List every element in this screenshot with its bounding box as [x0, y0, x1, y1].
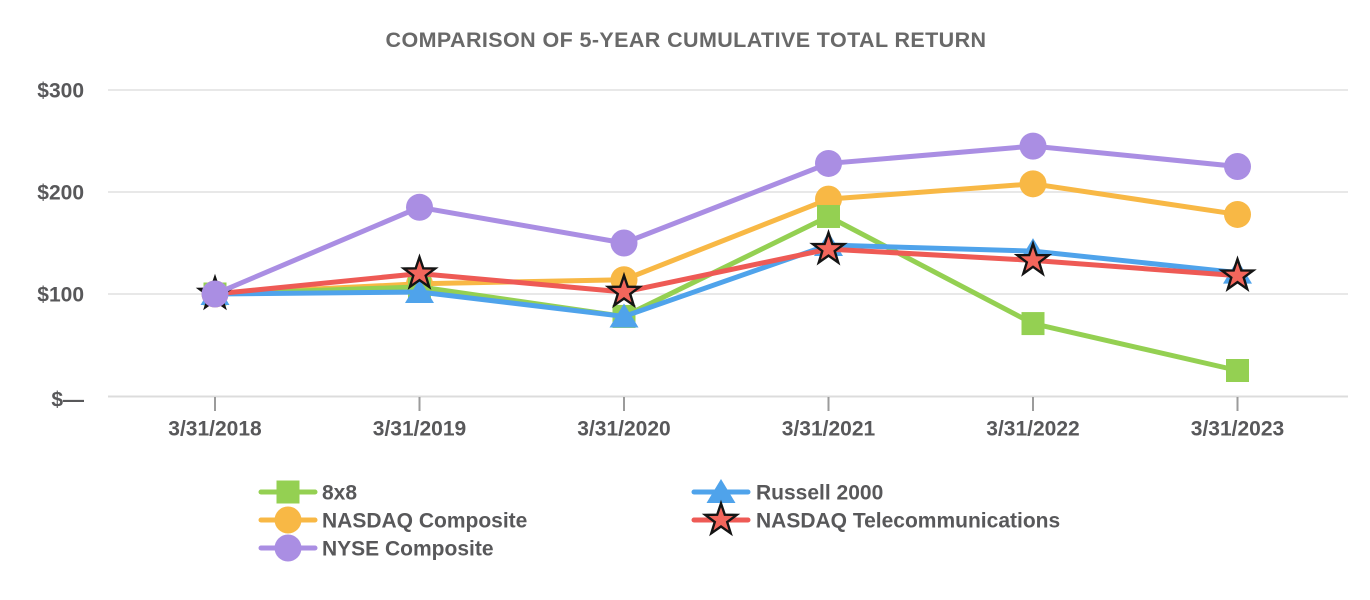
triangle-marker [405, 278, 434, 303]
y-tick-label: $100 [37, 284, 84, 307]
triangle-marker [706, 479, 736, 503]
legend-item: NYSE Composite [258, 534, 494, 562]
x-tick-label: 3/31/2020 [577, 418, 670, 441]
legend-label: Russell 2000 [756, 482, 883, 505]
star-marker [1218, 255, 1257, 293]
legend-label: NASDAQ Telecommunications [756, 510, 1060, 533]
legend-item: 8x8 [258, 480, 357, 505]
circle-marker [1019, 132, 1047, 160]
legend-item: NASDAQ Composite [258, 506, 527, 534]
circle-marker [274, 534, 302, 562]
star-marker [701, 499, 741, 537]
series-4 [195, 228, 1257, 311]
square-marker [1021, 312, 1045, 336]
circle-marker [610, 229, 638, 257]
x-tick-label: 3/31/2022 [986, 418, 1079, 441]
x-tick-label: 3/31/2018 [168, 418, 262, 441]
square-marker [817, 204, 840, 228]
circle-marker [274, 506, 302, 534]
triangle-marker [609, 303, 639, 328]
circle-marker [201, 280, 229, 308]
chart-title: COMPARISON OF 5-YEAR CUMULATIVE TOTAL RE… [386, 28, 987, 52]
star-marker [604, 271, 644, 309]
star-marker [809, 228, 848, 266]
series-line [212, 213, 1240, 373]
x-tick-label: 3/31/2021 [782, 418, 876, 441]
legend-item: Russell 2000 [691, 479, 883, 505]
legend-item: NASDAQ Telecommunications [691, 499, 1060, 537]
series-2 [201, 132, 1251, 308]
legend-label: NASDAQ Composite [322, 510, 527, 533]
square-marker [1226, 359, 1249, 382]
y-tick-label: $200 [37, 182, 84, 205]
circle-marker [1224, 153, 1251, 180]
circle-marker [1019, 170, 1047, 198]
circle-marker [815, 149, 842, 177]
legend-label: NYSE Composite [322, 538, 494, 561]
series-line [212, 181, 1240, 297]
circle-marker [406, 193, 433, 221]
series-line [212, 242, 1240, 319]
x-tick-label: 3/31/2023 [1191, 418, 1284, 441]
circle-marker [1224, 200, 1251, 228]
star-marker [400, 253, 439, 290]
legend-label: 8x8 [322, 482, 357, 505]
y-tick-label: $— [51, 389, 84, 412]
x-tick-label: 3/31/2019 [373, 418, 466, 441]
series-line [212, 246, 1240, 297]
square-marker [276, 480, 300, 504]
star-marker [1013, 240, 1053, 277]
y-tick-label: $300 [37, 80, 84, 103]
series-line [212, 143, 1240, 297]
